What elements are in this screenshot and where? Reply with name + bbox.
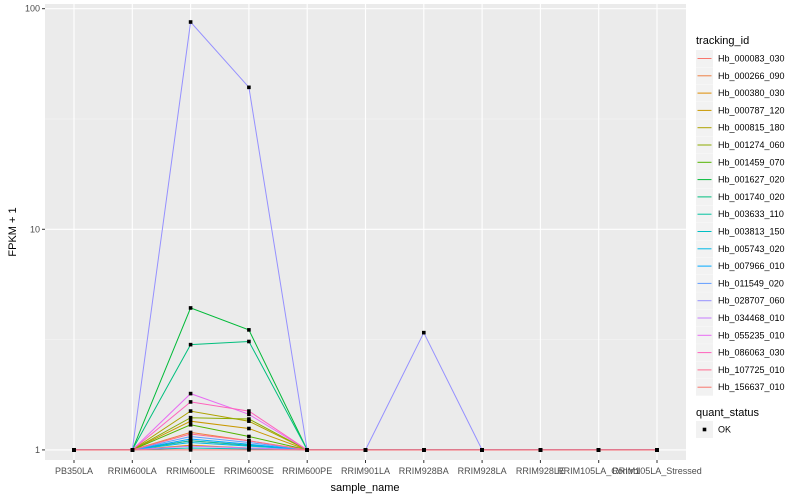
legend-title-quant-status: quant_status [696,407,759,419]
data-point [247,446,251,450]
x-tick-label: RRIM105LA_Control [557,466,640,476]
legend-label-Hb_000787_120: Hb_000787_120 [718,105,785,115]
x-tick-label: RRIM901LA [341,466,390,476]
legend-label-Hb_000815_180: Hb_000815_180 [718,123,785,133]
x-tick-label: RRIM928LA [458,466,507,476]
legend-label-Hb_001274_060: Hb_001274_060 [718,140,785,150]
data-point [188,434,193,439]
legend-shape-items: OK [696,421,731,438]
data-point [188,419,193,423]
data-point [247,328,251,332]
legend-label-Hb_055235_010: Hb_055235_010 [718,330,785,340]
legend-label-Hb_034468_010: Hb_034468_010 [718,313,785,323]
data-point [422,330,426,335]
data-point [247,419,251,423]
data-point [247,434,251,439]
data-point [188,409,193,413]
x-tick-label: PB350LA [55,466,93,476]
y-tick-label: 100 [25,4,40,14]
points [72,20,659,452]
legend-label-Hb_011549_020: Hb_011549_020 [718,278,784,288]
data-point [247,409,251,413]
legend-label-Hb_000083_030: Hb_000083_030 [718,54,785,64]
data-point [247,444,251,448]
data-point [130,448,135,452]
y-tick-label: 1 [35,445,40,455]
x-tick-label: RRIM600SE [224,466,274,476]
data-point [188,342,193,347]
data-point [188,440,193,445]
data-point [188,306,193,310]
y-axis-title: FPKM + 1 [7,207,19,256]
legend-label-Hb_156637_010: Hb_156637_010 [718,382,785,392]
x-tick-label: RRIM928LE [516,466,565,476]
data-point [305,448,309,452]
legend-label-quant-status: OK [718,425,731,435]
y-tick-label: 10 [30,224,40,234]
legend-label-Hb_001627_020: Hb_001627_020 [718,175,785,185]
legend-label-Hb_086063_030: Hb_086063_030 [718,348,785,358]
legend-items: Hb_000083_030 Hb_000266_090 Hb_000380_030 H… [696,50,785,396]
data-point [188,415,193,420]
data-point [247,85,251,90]
legend-label-Hb_001740_020: Hb_001740_020 [718,192,785,202]
legend-label-Hb_003813_150: Hb_003813_150 [718,227,785,237]
data-point [188,432,193,436]
data-point [72,448,76,452]
data-point [188,446,193,450]
y-axis: 1 10 100 [25,4,45,455]
legend-label-Hb_007966_010: Hb_007966_010 [718,261,785,271]
legend-label-Hb_107725_010: Hb_107725_010 [718,365,785,375]
data-point [655,448,659,452]
legend-key-point [702,427,707,432]
data-point [247,438,251,443]
x-axis: PB350LA RRIM600LA RRIM600LE RRIM600SE RRIM60… [55,460,702,476]
data-point [247,426,251,431]
data-point [188,400,193,404]
data-point [480,448,484,452]
data-point [363,448,368,452]
x-tick-label: RRIM928BA [399,466,449,476]
data-point [188,437,193,441]
x-tick-label: RRIM600LA [108,466,157,476]
x-tick-label: RRIM600PE [282,466,332,476]
data-point [188,391,193,396]
data-point [596,448,601,452]
legend-label-Hb_005743_020: Hb_005743_020 [718,244,785,254]
data-point [247,339,251,344]
x-tick-label: RRIM105LA_Stressed [612,466,702,476]
data-point [188,20,193,24]
x-tick-label: RRIM600LE [166,466,215,476]
data-point [247,448,251,452]
legend-label-Hb_028707_060: Hb_028707_060 [718,296,785,306]
data-point [247,417,251,421]
x-axis-title: sample_name [330,482,399,494]
legend-label-Hb_003633_110: Hb_003633_110 [718,209,784,219]
data-point [247,412,251,417]
data-point [188,422,193,427]
data-point [538,448,543,452]
legend-label-Hb_000266_090: Hb_000266_090 [718,71,785,81]
data-point [422,448,426,452]
legend-title-tracking-id: tracking_id [696,35,749,47]
data-point [188,448,193,452]
legend-label-Hb_000380_030: Hb_000380_030 [718,88,785,98]
data-point [188,444,193,448]
legend-label-Hb_001459_070: Hb_001459_070 [718,157,785,167]
legend: tracking_id Hb_000083_030Hb_000266_090Hb… [696,35,785,438]
